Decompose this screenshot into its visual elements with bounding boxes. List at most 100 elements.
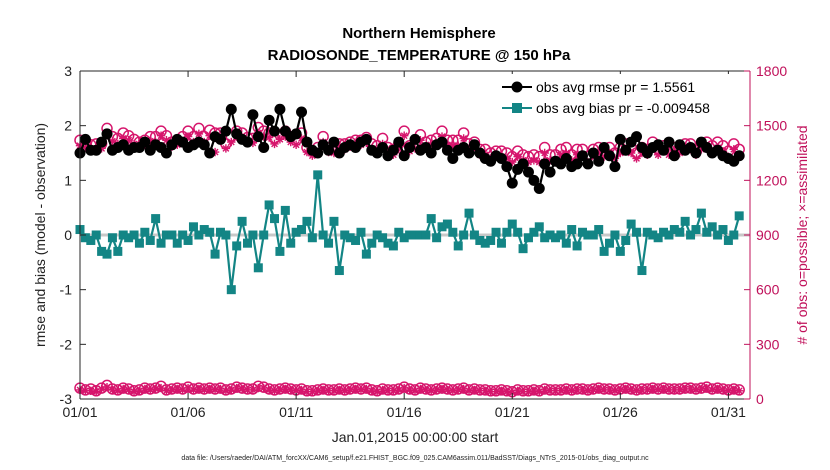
y-tick-left-label: -3: [60, 391, 73, 407]
y-tick-left-label: 0: [64, 227, 72, 243]
bias-point: [702, 227, 712, 237]
bias-point: [734, 211, 744, 221]
assimilated-obs-point: [508, 388, 517, 397]
rmse-point: [604, 150, 616, 162]
bias-point: [540, 233, 550, 243]
assimilated-obs-point: [194, 129, 204, 139]
bias-point: [183, 235, 193, 245]
bias-point: [151, 214, 161, 224]
rmse-point: [528, 174, 540, 186]
assimilated-obs-point: [405, 385, 414, 395]
assimilated-obs-point: [734, 386, 744, 395]
rmse-point: [225, 103, 237, 115]
rmse-point: [598, 142, 610, 154]
assimilated-obs-point: [254, 383, 263, 393]
assimilated-obs-point: [302, 147, 312, 157]
assimilated-obs-point: [329, 386, 339, 395]
assimilated-obs-point: [578, 385, 587, 395]
assimilated-obs-point: [151, 384, 160, 394]
assimilated-obs-point: [454, 385, 463, 395]
rmse-point: [160, 147, 172, 159]
rmse-point: [614, 133, 626, 145]
y-axis-right-label: # of obs: o=possible; ×=assimilated: [794, 125, 810, 344]
rmse-point: [506, 177, 518, 189]
bias-point: [280, 205, 290, 215]
bias-point: [351, 235, 361, 245]
bias-point: [729, 230, 739, 240]
bias-point: [637, 266, 647, 276]
rmse-point: [495, 152, 507, 164]
bias-point: [421, 230, 431, 240]
assimilated-obs-point: [599, 385, 609, 395]
bias-point: [507, 219, 517, 229]
assimilated-obs-point: [524, 387, 533, 396]
assimilated-obs-point: [308, 387, 317, 396]
assimilated-obs-point: [610, 154, 620, 163]
assimilated-obs-point: [162, 386, 171, 395]
assimilated-obs-point: [335, 385, 344, 395]
bias-point: [513, 227, 523, 237]
legend-box: [497, 74, 747, 122]
assimilated-obs-point: [437, 384, 447, 394]
bias-point: [118, 230, 128, 240]
bias-point: [345, 233, 355, 243]
assimilated-obs-point: [173, 384, 182, 394]
bias-point: [313, 170, 323, 180]
assimilated-obs-point: [697, 145, 706, 154]
series-5: [75, 382, 744, 397]
assimilated-obs-point: [653, 150, 663, 160]
bias-point: [107, 233, 117, 243]
rmse-point: [296, 106, 308, 118]
assimilated-obs-point: [97, 384, 106, 394]
assimilated-obs-point: [680, 384, 690, 394]
bias-point: [215, 227, 225, 237]
rmse-point: [404, 142, 416, 154]
bias-point: [253, 263, 263, 273]
assimilated-obs-point: [675, 385, 684, 395]
assimilated-obs-point: [362, 384, 371, 394]
bias-point: [226, 285, 236, 295]
chart-subtitle: RADIOSONDE_TEMPERATURE @ 150 hPa: [268, 47, 571, 64]
rmse-point: [631, 131, 643, 143]
assimilated-obs-point: [594, 384, 603, 394]
assimilated-obs-point: [410, 386, 420, 395]
assimilated-obs-point: [529, 156, 539, 165]
assimilated-obs-point: [707, 385, 717, 395]
bias-point: [410, 230, 420, 240]
x-tick-label: 01/31: [711, 404, 746, 420]
bias-point: [605, 238, 615, 248]
assimilated-obs-point: [448, 386, 458, 395]
rmse-point: [620, 144, 632, 156]
legend-rmse-marker: [511, 81, 523, 93]
assimilated-obs-point: [567, 156, 576, 165]
bias-point: [248, 230, 258, 240]
assimilated-obs-point: [248, 385, 258, 395]
rmse-point: [242, 136, 253, 148]
assimilated-obs-point: [535, 157, 544, 167]
rmse-point: [198, 139, 210, 151]
bias-point: [129, 230, 139, 240]
bias-point: [529, 227, 539, 237]
assimilated-obs-point: [605, 385, 614, 395]
assimilated-obs-point: [156, 383, 166, 393]
assimilated-obs-point: [286, 385, 295, 395]
bias-point: [140, 227, 150, 237]
assimilated-obs-point: [394, 385, 403, 395]
assimilated-obs-point: [189, 385, 198, 395]
assimilated-obs-point: [270, 386, 279, 395]
bias-point: [329, 216, 339, 226]
bias-point: [297, 225, 307, 235]
rmse-point: [733, 150, 745, 162]
rmse-point: [468, 139, 480, 151]
assimilated-obs-point: [626, 148, 636, 158]
bias-point: [167, 230, 177, 240]
bias-point: [545, 230, 555, 240]
assimilated-obs-point: [632, 386, 641, 395]
bias-point: [464, 208, 474, 218]
rmse-point: [593, 155, 605, 167]
rmse-point: [323, 144, 335, 156]
x-tick-label: 01/26: [603, 404, 638, 420]
assimilated-obs-point: [675, 148, 684, 158]
y-axis-left-label: rmse and bias (model - observation): [32, 123, 48, 347]
rmse-point: [463, 147, 475, 159]
